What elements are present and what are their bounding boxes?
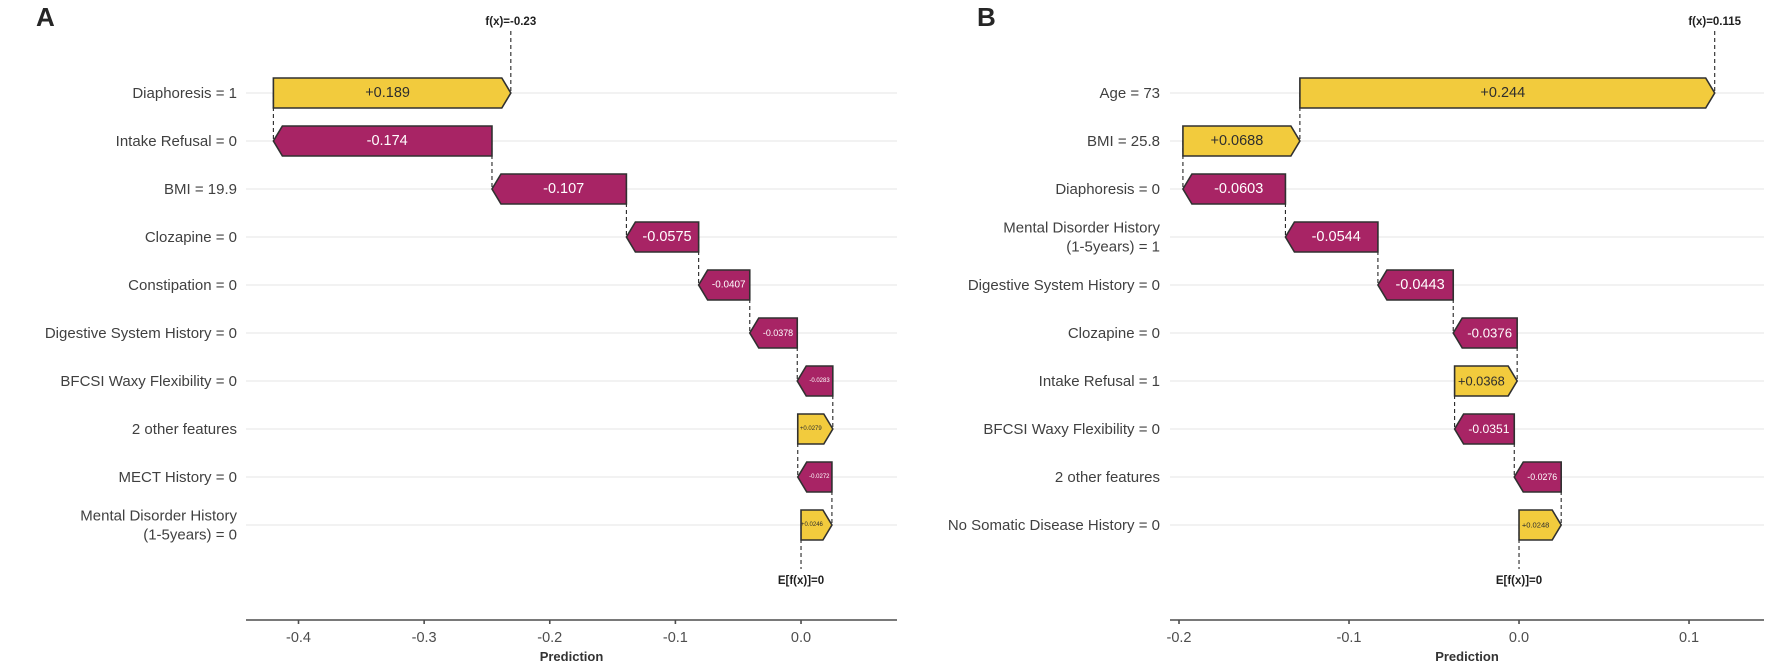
bar-value-label: -0.0283 [809,378,830,384]
waterfall-bar-positive [1182,125,1301,157]
bar-value-label: +0.189 [365,85,410,101]
waterfall-bar-negative [1376,269,1455,301]
feature-label: BFCSI Waxy Flexibility = 0 [983,421,1160,438]
bar-value-label: -0.174 [367,133,408,149]
feature-label: Intake Refusal = 1 [1039,373,1160,390]
waterfall-bar-negative [697,269,751,301]
bar-value-label: +0.0248 [1522,521,1550,530]
waterfall-bar-positive [796,413,834,445]
feature-label: No Somatic Disease History = 0 [948,517,1160,534]
x-axis-title: Prediction [1435,649,1499,664]
feature-label: BMI = 25.8 [1087,133,1160,150]
x-axis-tick-label: -0.1 [1337,630,1362,646]
panel-a: +0.189 -0.174 -0.107 -0.0575 -0.0407 -0.0378 -… [45,16,897,664]
x-axis-tick-label: -0.2 [1167,630,1192,646]
feature-label: Clozapine = 0 [1068,325,1160,342]
bar-value-label: -0.0376 [1467,326,1512,341]
bar-value-label: -0.0544 [1312,229,1361,245]
bar-value-label: -0.0575 [642,229,691,245]
feature-label: BMI = 19.9 [164,181,237,198]
bar-value-label: -0.0407 [712,280,746,291]
x-axis-tick-label: 0.1 [1679,630,1699,646]
waterfall-bar-negative [796,365,834,397]
feature-label: Age = 73 [1100,85,1160,102]
feature-label: Digestive System History = 0 [45,325,237,342]
x-axis-tick-label: -0.2 [537,630,562,646]
waterfall-bar-positive [1299,77,1716,109]
feature-label: 2 other features [132,421,237,438]
feature-label: 2 other features [1055,469,1160,486]
waterfall-bar-negative [1513,461,1562,493]
waterfall-bar-negative [796,461,833,493]
x-axis-title: Prediction [540,649,604,664]
bar-value-label: +0.0368 [1458,374,1505,389]
waterfall-bar-negative [625,221,700,253]
bar-value-label: +0.0279 [800,426,823,432]
bar-value-label: -0.0603 [1214,181,1263,197]
panel-a-letter: A [36,2,55,32]
x-axis-tick-label: 0.0 [791,630,811,646]
waterfall-bar-negative [1452,317,1518,349]
feature-label: Digestive System History = 0 [968,277,1160,294]
bar-value-label: +0.0246 [801,522,824,528]
feature-label: Mental Disorder History (1-5years) = 0 [80,507,237,543]
waterfall-bar-positive [800,509,833,541]
feature-label: Mental Disorder History (1-5years) = 1 [1003,219,1160,255]
fx-annotation: f(x)=-0.23 [485,16,536,28]
bar-value-label: -0.0378 [763,328,793,338]
x-axis-tick-label: -0.1 [663,630,688,646]
bar-value-label: -0.0276 [1527,472,1557,482]
bar-value-label: -0.0272 [809,474,830,480]
bar-value-label: -0.0351 [1468,422,1509,436]
waterfall-bar-negative [272,125,493,157]
waterfall-bar-negative [491,173,628,205]
waterfall-bar-positive [1518,509,1563,541]
efx-annotation: E[f(x)]=0 [778,575,824,587]
bar-value-label: -0.0443 [1395,277,1444,293]
waterfall-bar-positive [1453,365,1519,397]
feature-label: Intake Refusal = 0 [116,133,237,150]
x-axis-tick-label: 0.0 [1509,630,1529,646]
waterfall-bar-negative [1284,221,1379,253]
bar-value-label: -0.107 [543,181,584,197]
bar-value-label: +0.0688 [1210,133,1263,149]
efx-annotation: E[f(x)]=0 [1496,575,1542,587]
x-axis-tick-label: -0.3 [412,630,437,646]
feature-label: Diaphoresis = 0 [1055,181,1160,198]
waterfall-bar-positive [272,77,512,109]
x-axis-tick-label: -0.4 [286,630,311,646]
waterfall-bar-negative [1453,413,1516,445]
feature-label: Clozapine = 0 [145,229,237,246]
feature-label: BFCSI Waxy Flexibility = 0 [60,373,237,390]
waterfall-bar-negative [1181,173,1287,205]
panel-b-letter: B [977,2,996,32]
waterfall-bar-negative [748,317,799,349]
feature-label: Diaphoresis = 1 [132,85,237,102]
feature-label: Constipation = 0 [128,277,237,294]
fx-annotation: f(x)=0.115 [1688,16,1741,28]
bar-value-label: +0.244 [1480,85,1525,101]
panel-b: +0.244 +0.0688 -0.0603 -0.0544 -0.0443 -0.037… [948,16,1764,664]
feature-label: MECT History = 0 [119,469,238,486]
